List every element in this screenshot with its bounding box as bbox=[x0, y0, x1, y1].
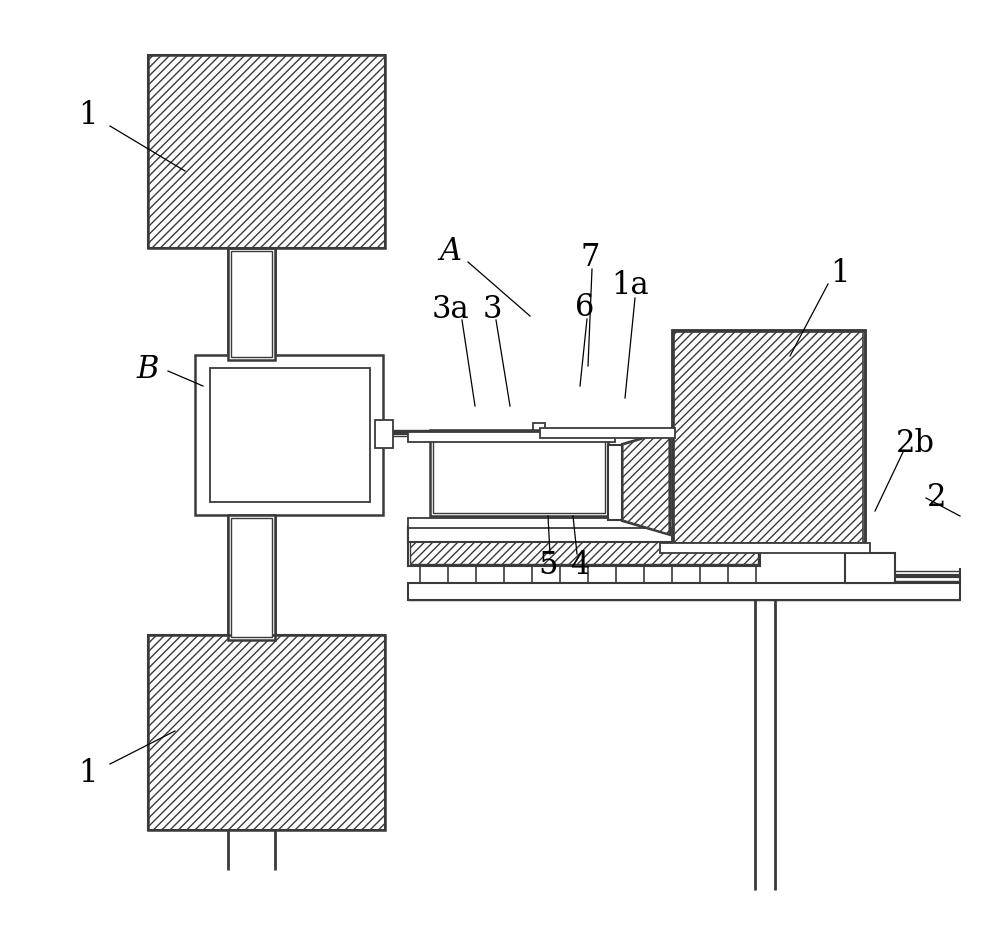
Text: 1: 1 bbox=[830, 258, 850, 289]
Polygon shape bbox=[622, 430, 670, 535]
Text: 3: 3 bbox=[482, 293, 502, 324]
Bar bbox=[408, 526, 760, 542]
Bar bbox=[672, 330, 865, 545]
Text: 3a: 3a bbox=[431, 293, 469, 324]
Bar bbox=[210, 368, 370, 502]
Bar bbox=[533, 423, 545, 443]
Bar bbox=[228, 248, 275, 360]
Bar bbox=[408, 583, 960, 600]
Text: B: B bbox=[137, 354, 159, 384]
Polygon shape bbox=[623, 431, 669, 534]
Bar bbox=[608, 445, 624, 520]
Text: 1: 1 bbox=[78, 100, 98, 131]
Bar bbox=[410, 528, 758, 564]
Bar bbox=[231, 251, 272, 357]
Bar bbox=[430, 430, 608, 516]
Bar bbox=[660, 543, 870, 553]
Bar bbox=[845, 553, 895, 583]
Bar bbox=[408, 526, 760, 566]
Bar bbox=[408, 432, 615, 442]
Bar bbox=[195, 355, 383, 515]
Bar bbox=[148, 635, 385, 830]
Text: 2b: 2b bbox=[896, 429, 934, 460]
Bar bbox=[375, 420, 393, 448]
Bar bbox=[674, 332, 863, 543]
Bar bbox=[148, 55, 385, 248]
Text: 6: 6 bbox=[575, 292, 595, 324]
Bar bbox=[672, 330, 865, 545]
Bar bbox=[148, 635, 385, 830]
Text: 1: 1 bbox=[78, 759, 98, 790]
Text: 7: 7 bbox=[580, 242, 600, 273]
Text: 4: 4 bbox=[570, 551, 590, 582]
Bar bbox=[228, 515, 275, 640]
Bar bbox=[408, 518, 760, 528]
Bar bbox=[540, 428, 675, 438]
Bar bbox=[433, 433, 605, 513]
Text: 1a: 1a bbox=[611, 271, 649, 302]
Text: 5: 5 bbox=[538, 551, 558, 582]
Bar bbox=[148, 55, 385, 248]
Text: 2: 2 bbox=[927, 482, 947, 514]
Bar bbox=[231, 518, 272, 637]
Text: A: A bbox=[439, 236, 461, 267]
